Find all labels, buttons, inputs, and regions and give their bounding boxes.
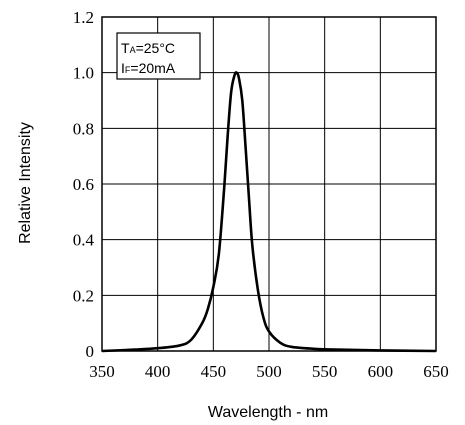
y-tick-label: 1.0 [73,64,94,83]
annotation-line-2: IF=20mA [121,60,176,76]
plot-frame [101,16,437,352]
y-tick-label: 0 [86,342,95,361]
annotation-box [116,32,201,80]
x-tick-label: 600 [368,362,394,381]
y-tick-label: 0.4 [73,231,95,250]
x-tick-label: 650 [423,362,449,381]
y-axis-label: Relative Intensity [17,122,34,244]
y-tick-label: 0.8 [73,119,94,138]
x-tick-label: 550 [312,362,338,381]
x-tick-label: 350 [89,362,115,381]
y-tick-labels: 0 0.2 0.4 0.6 0.8 1.0 1.2 [73,8,95,361]
x-tick-label: 450 [201,362,227,381]
annotation-line-1: TA=25°C [121,40,175,56]
y-tick-label: 0.6 [73,175,94,194]
y-tick-label: 0.2 [73,286,94,305]
x-tick-label: 500 [256,362,282,381]
y-tick-label: 1.2 [73,8,94,27]
conditions-annotation: TA=25°C IF=20mA [116,32,201,80]
series-line [101,71,437,353]
x-tick-label: 400 [145,362,171,381]
x-axis-label: Wavelength - nm [208,404,328,421]
x-tick-labels: 350 400 450 500 550 600 650 [89,362,449,381]
